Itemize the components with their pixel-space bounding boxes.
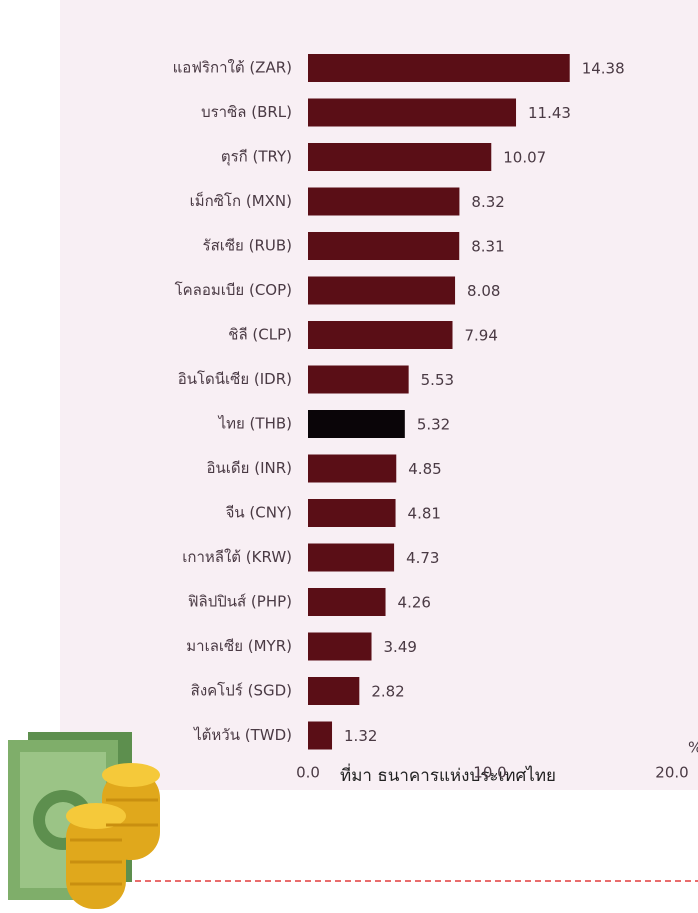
bar	[308, 588, 386, 616]
value-label: 5.32	[417, 416, 450, 434]
bar	[308, 277, 455, 305]
value-label: 4.73	[406, 549, 439, 567]
value-label: 3.49	[384, 638, 417, 656]
bar	[308, 722, 332, 750]
value-label: 14.38	[582, 60, 625, 78]
bar	[308, 677, 359, 705]
category-label: ไต้หวัน (TWD)	[193, 726, 292, 744]
category-label: ฟิลิปปินส์ (PHP)	[188, 593, 292, 611]
bar	[308, 188, 459, 216]
category-label: สิงคโปร์ (SGD)	[191, 682, 292, 700]
category-label: เกาหลีใต้ (KRW)	[182, 548, 292, 566]
category-label: อินโดนีเซีย (IDR)	[178, 370, 292, 388]
bar	[308, 366, 409, 394]
category-label: ตุรกี (TRY)	[221, 148, 292, 167]
unit-label: %	[688, 739, 698, 757]
category-label: อินเดีย (INR)	[207, 459, 292, 477]
value-label: 2.82	[371, 683, 404, 701]
x-tick-label: 20.0	[655, 764, 688, 782]
value-label: 4.85	[408, 460, 441, 478]
category-label: โคลอมเบีย (COP)	[175, 281, 292, 299]
category-label: บราซิล (BRL)	[201, 103, 292, 121]
value-label: 1.32	[344, 727, 377, 745]
value-label: 5.53	[421, 371, 454, 389]
x-tick-label: 10.0	[473, 764, 506, 782]
category-label: แอฟริกาใต้ (ZAR)	[173, 59, 292, 77]
bar	[308, 232, 459, 260]
bar	[308, 143, 491, 171]
bar	[308, 455, 396, 483]
bar	[308, 499, 396, 527]
source-note: ที่มา ธนาคารแห่งประเทศไทย	[340, 763, 556, 786]
bar	[308, 544, 394, 572]
category-label: เม็กซิโก (MXN)	[190, 191, 292, 210]
bar	[308, 54, 570, 82]
x-tick-label: 0.0	[296, 764, 320, 782]
value-label: 11.43	[528, 104, 571, 122]
page: {"chart_data": {"type": "bar", "orientat…	[0, 0, 698, 909]
value-label: 7.94	[465, 327, 498, 345]
bar	[308, 321, 453, 349]
category-label: ชิลี (CLP)	[228, 326, 292, 344]
bar	[308, 633, 372, 661]
value-label: 8.31	[471, 238, 504, 256]
value-label: 8.32	[471, 193, 504, 211]
value-label: 8.08	[467, 282, 500, 300]
value-label: 10.07	[503, 149, 546, 167]
category-label: ไทย (THB)	[218, 415, 292, 433]
category-label: มาเลเซีย (MYR)	[186, 637, 292, 655]
chart: ที่มา ธนาคารแห่งประเทศไทย % 0.0 10.0 20.0 แ…	[0, 0, 698, 909]
category-label: รัสเซีย (RUB)	[203, 237, 292, 255]
value-label: 4.81	[408, 505, 441, 523]
category-label: จีน (CNY)	[225, 504, 292, 522]
bar	[308, 410, 405, 438]
value-label: 4.26	[398, 594, 431, 612]
bar	[308, 99, 516, 127]
